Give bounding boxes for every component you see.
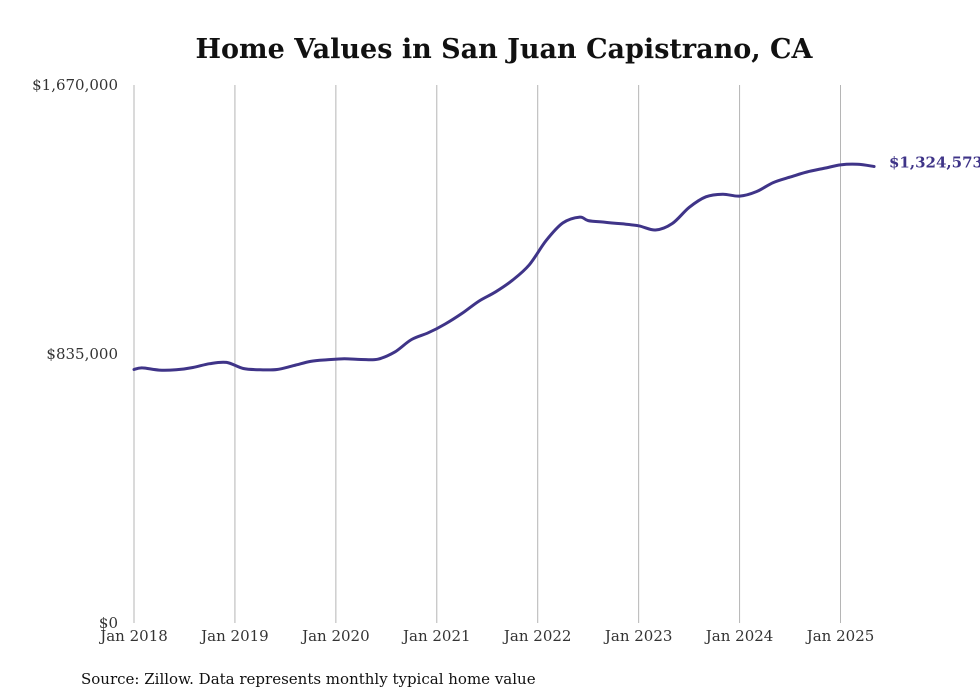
y-tick-label: $835,000 bbox=[46, 345, 118, 363]
source-note: Source: Zillow. Data represents monthly … bbox=[81, 670, 536, 688]
x-tick-label: Jan 2025 bbox=[805, 627, 875, 645]
x-tick-label: Jan 2020 bbox=[300, 627, 370, 645]
vertical-gridlines bbox=[133, 85, 841, 623]
y-tick-label: $1,670,000 bbox=[32, 76, 118, 94]
x-axis-ticks: Jan 2018 Jan 2019 Jan 2020 Jan 2021 Jan 2022… bbox=[98, 627, 874, 645]
x-tick-label: Jan 2018 bbox=[98, 627, 168, 645]
home-value-series-line bbox=[132, 162, 876, 372]
x-tick-label: Jan 2019 bbox=[199, 627, 269, 645]
x-tick-label: Jan 2022 bbox=[502, 627, 572, 645]
x-tick-label: Jan 2024 bbox=[704, 627, 774, 645]
latest-value-label: $1,324,573 bbox=[889, 154, 980, 172]
x-tick-label: Jan 2021 bbox=[401, 627, 471, 645]
y-tick-label: $0 bbox=[99, 614, 118, 632]
x-tick-label: Jan 2023 bbox=[603, 627, 673, 645]
y-axis-ticks: $0 $835,000 $1,670,000 bbox=[32, 76, 118, 632]
chart-title: Home Values in San Juan Capistrano, CA bbox=[196, 34, 814, 65]
